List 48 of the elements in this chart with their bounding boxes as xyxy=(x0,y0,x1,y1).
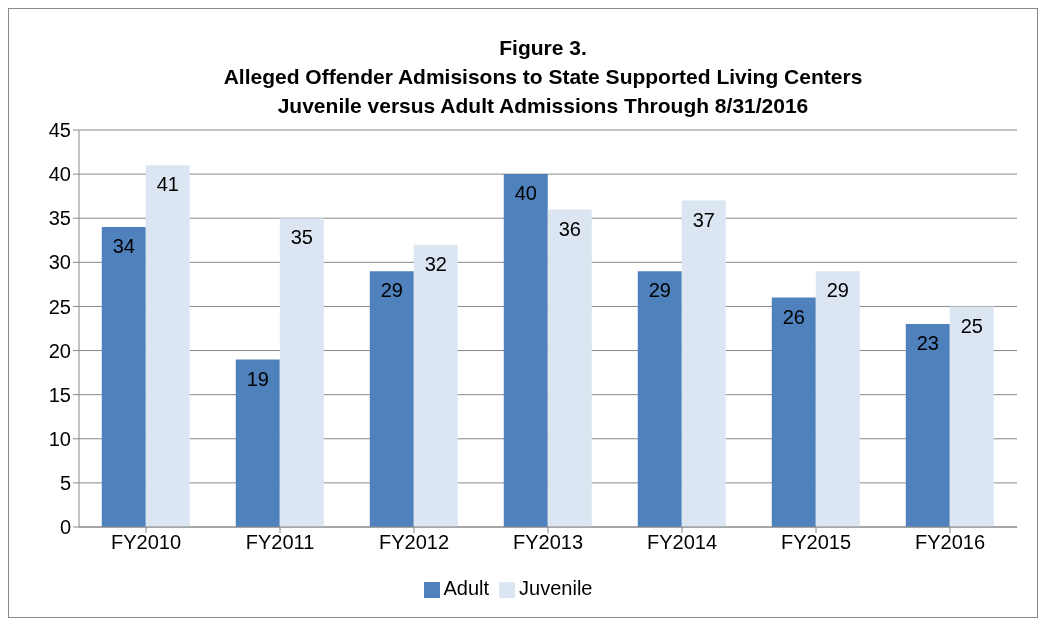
chart-title: Figure 3. Alleged Offender Admisisons to State Supported Living Centers Juvenile versus Adult Admissions Through 8/31/2016 xyxy=(222,35,864,119)
data-label: 40 xyxy=(514,182,537,205)
data-label: 37 xyxy=(692,208,715,231)
data-label: 29 xyxy=(380,279,403,302)
bar xyxy=(145,165,190,527)
data-label: 29 xyxy=(648,279,671,302)
bar xyxy=(681,200,726,527)
bar xyxy=(905,324,950,527)
y-tick-label: 35 xyxy=(48,207,71,230)
data-label: 41 xyxy=(156,173,179,196)
y-tick-label: 40 xyxy=(48,163,71,186)
data-label: 32 xyxy=(424,252,447,275)
x-tick-label: FY2015 xyxy=(780,531,852,554)
y-tick-label: 15 xyxy=(48,383,71,406)
y-tick-label: 0 xyxy=(59,516,71,539)
data-label: 36 xyxy=(558,217,581,240)
bar xyxy=(547,209,592,527)
x-tick-label: FY2010 xyxy=(110,531,182,554)
x-tick-label: FY2014 xyxy=(646,531,718,554)
y-tick-label: 10 xyxy=(48,427,71,450)
x-tick-label: FY2016 xyxy=(914,531,986,554)
legend-label: Adult xyxy=(443,577,490,599)
data-label: 34 xyxy=(112,235,135,258)
data-label: 23 xyxy=(916,332,939,355)
bar xyxy=(637,271,682,527)
bar xyxy=(369,271,414,527)
y-tick-label: 20 xyxy=(48,339,71,362)
y-tick-label: 45 xyxy=(48,119,71,142)
legend-label: Juvenile xyxy=(519,577,593,599)
bar xyxy=(235,359,280,527)
bar xyxy=(503,174,548,527)
x-tick-label: FY2012 xyxy=(378,531,450,554)
x-tick-label: FY2011 xyxy=(245,531,315,554)
data-label: 35 xyxy=(290,226,313,249)
bar xyxy=(771,297,816,527)
data-label: 26 xyxy=(782,305,805,328)
data-label: 29 xyxy=(826,279,849,302)
data-label: 19 xyxy=(246,367,269,390)
y-tick-label: 30 xyxy=(48,251,71,274)
y-tick-label: 25 xyxy=(48,295,71,318)
y-tick-label: 5 xyxy=(59,471,71,494)
bar xyxy=(949,306,994,527)
bar xyxy=(815,271,860,527)
x-tick-label: FY2013 xyxy=(512,531,584,554)
bar xyxy=(413,244,458,527)
bar xyxy=(279,218,324,527)
bar xyxy=(101,227,146,527)
data-label: 25 xyxy=(960,314,983,337)
